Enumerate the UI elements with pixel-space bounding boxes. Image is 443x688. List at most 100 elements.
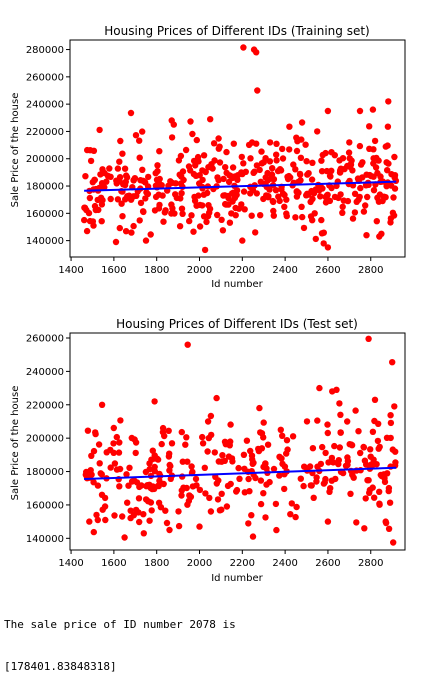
data-point [215, 477, 222, 484]
test-x-ticks: 1400 1600 1800 2000 2200 2400 2600 2800 [58, 550, 383, 569]
data-point [268, 171, 276, 178]
data-point [326, 488, 333, 495]
data-point [168, 201, 175, 208]
data-point [121, 534, 128, 541]
data-point [278, 455, 285, 462]
data-point [205, 202, 212, 209]
cell-output: The sale price of ID number 2078 is [178… [4, 590, 439, 688]
data-point [111, 460, 119, 467]
test-x-axis-label: Id number [211, 573, 263, 584]
data-point [270, 465, 278, 473]
data-point [286, 146, 293, 153]
data-point [262, 460, 269, 467]
training-y-axis-label: Sale Price of the house [10, 93, 21, 208]
data-point [277, 426, 284, 433]
data-point [360, 444, 368, 451]
data-point [168, 134, 176, 141]
data-point [336, 444, 343, 451]
data-point [224, 482, 232, 490]
data-point [273, 157, 280, 164]
x-tick-label: 1800 [144, 265, 169, 276]
data-point [303, 158, 310, 165]
data-point [182, 441, 189, 448]
data-point [300, 482, 307, 490]
data-point [348, 441, 355, 448]
data-point [218, 458, 225, 465]
data-point [86, 217, 94, 225]
data-point [279, 145, 286, 153]
data-point [273, 526, 280, 534]
data-point [331, 193, 339, 201]
data-point [327, 173, 334, 180]
data-point [363, 461, 370, 468]
data-point [248, 212, 255, 219]
data-point [301, 463, 308, 470]
data-point [168, 440, 176, 447]
data-point [335, 460, 342, 468]
data-point [391, 153, 398, 161]
data-point [162, 507, 169, 514]
data-point [375, 445, 382, 452]
data-point [351, 209, 359, 216]
data-point [98, 401, 106, 408]
data-point [298, 119, 306, 126]
data-point [287, 511, 294, 518]
data-point [241, 206, 248, 213]
data-point [362, 495, 369, 502]
data-point [349, 167, 356, 174]
data-point [175, 522, 183, 530]
y-tick-label: 180000 [26, 467, 64, 478]
data-point [391, 185, 399, 192]
data-point [320, 240, 327, 247]
data-point [240, 188, 248, 195]
training-regression-line [84, 180, 397, 192]
data-point [371, 396, 379, 403]
data-point [111, 512, 118, 519]
data-point [113, 433, 121, 441]
data-point [381, 478, 389, 486]
data-point [192, 162, 199, 169]
data-point [90, 479, 97, 486]
data-point [152, 170, 159, 177]
data-point [166, 467, 173, 474]
x-tick-label: 2400 [272, 558, 297, 569]
data-point [328, 184, 335, 192]
training-x-axis-label: Id number [211, 279, 263, 290]
data-point [98, 218, 105, 225]
test-y-axis-label: Sale Price of the house [10, 386, 21, 501]
data-point [207, 508, 215, 515]
data-point [204, 189, 211, 197]
data-point [297, 154, 305, 161]
data-point [379, 197, 386, 205]
data-point [189, 130, 196, 138]
data-point [220, 175, 227, 183]
x-tick-label: 2000 [187, 558, 212, 569]
data-point [204, 418, 212, 425]
x-tick-label: 2000 [187, 265, 212, 276]
y-tick-label: 260000 [26, 334, 64, 345]
data-point [298, 203, 305, 210]
data-point [366, 123, 373, 130]
data-point [257, 500, 265, 508]
data-point [279, 155, 287, 162]
data-point [308, 482, 315, 489]
data-point [238, 201, 245, 208]
data-point [196, 523, 203, 530]
data-point [179, 473, 186, 480]
data-point [122, 228, 130, 235]
y-tick-label: 220000 [26, 127, 64, 138]
y-tick-label: 200000 [26, 154, 64, 165]
x-tick-label: 1800 [144, 558, 169, 569]
data-point [270, 198, 277, 206]
data-point [253, 49, 260, 56]
data-point [346, 139, 353, 146]
data-point [170, 121, 177, 128]
data-point [167, 475, 174, 482]
data-point [132, 132, 140, 139]
data-point [352, 407, 359, 414]
data-point [139, 166, 146, 173]
data-point [112, 238, 120, 246]
data-point [142, 237, 150, 244]
data-point [339, 203, 346, 210]
data-point [201, 464, 208, 471]
